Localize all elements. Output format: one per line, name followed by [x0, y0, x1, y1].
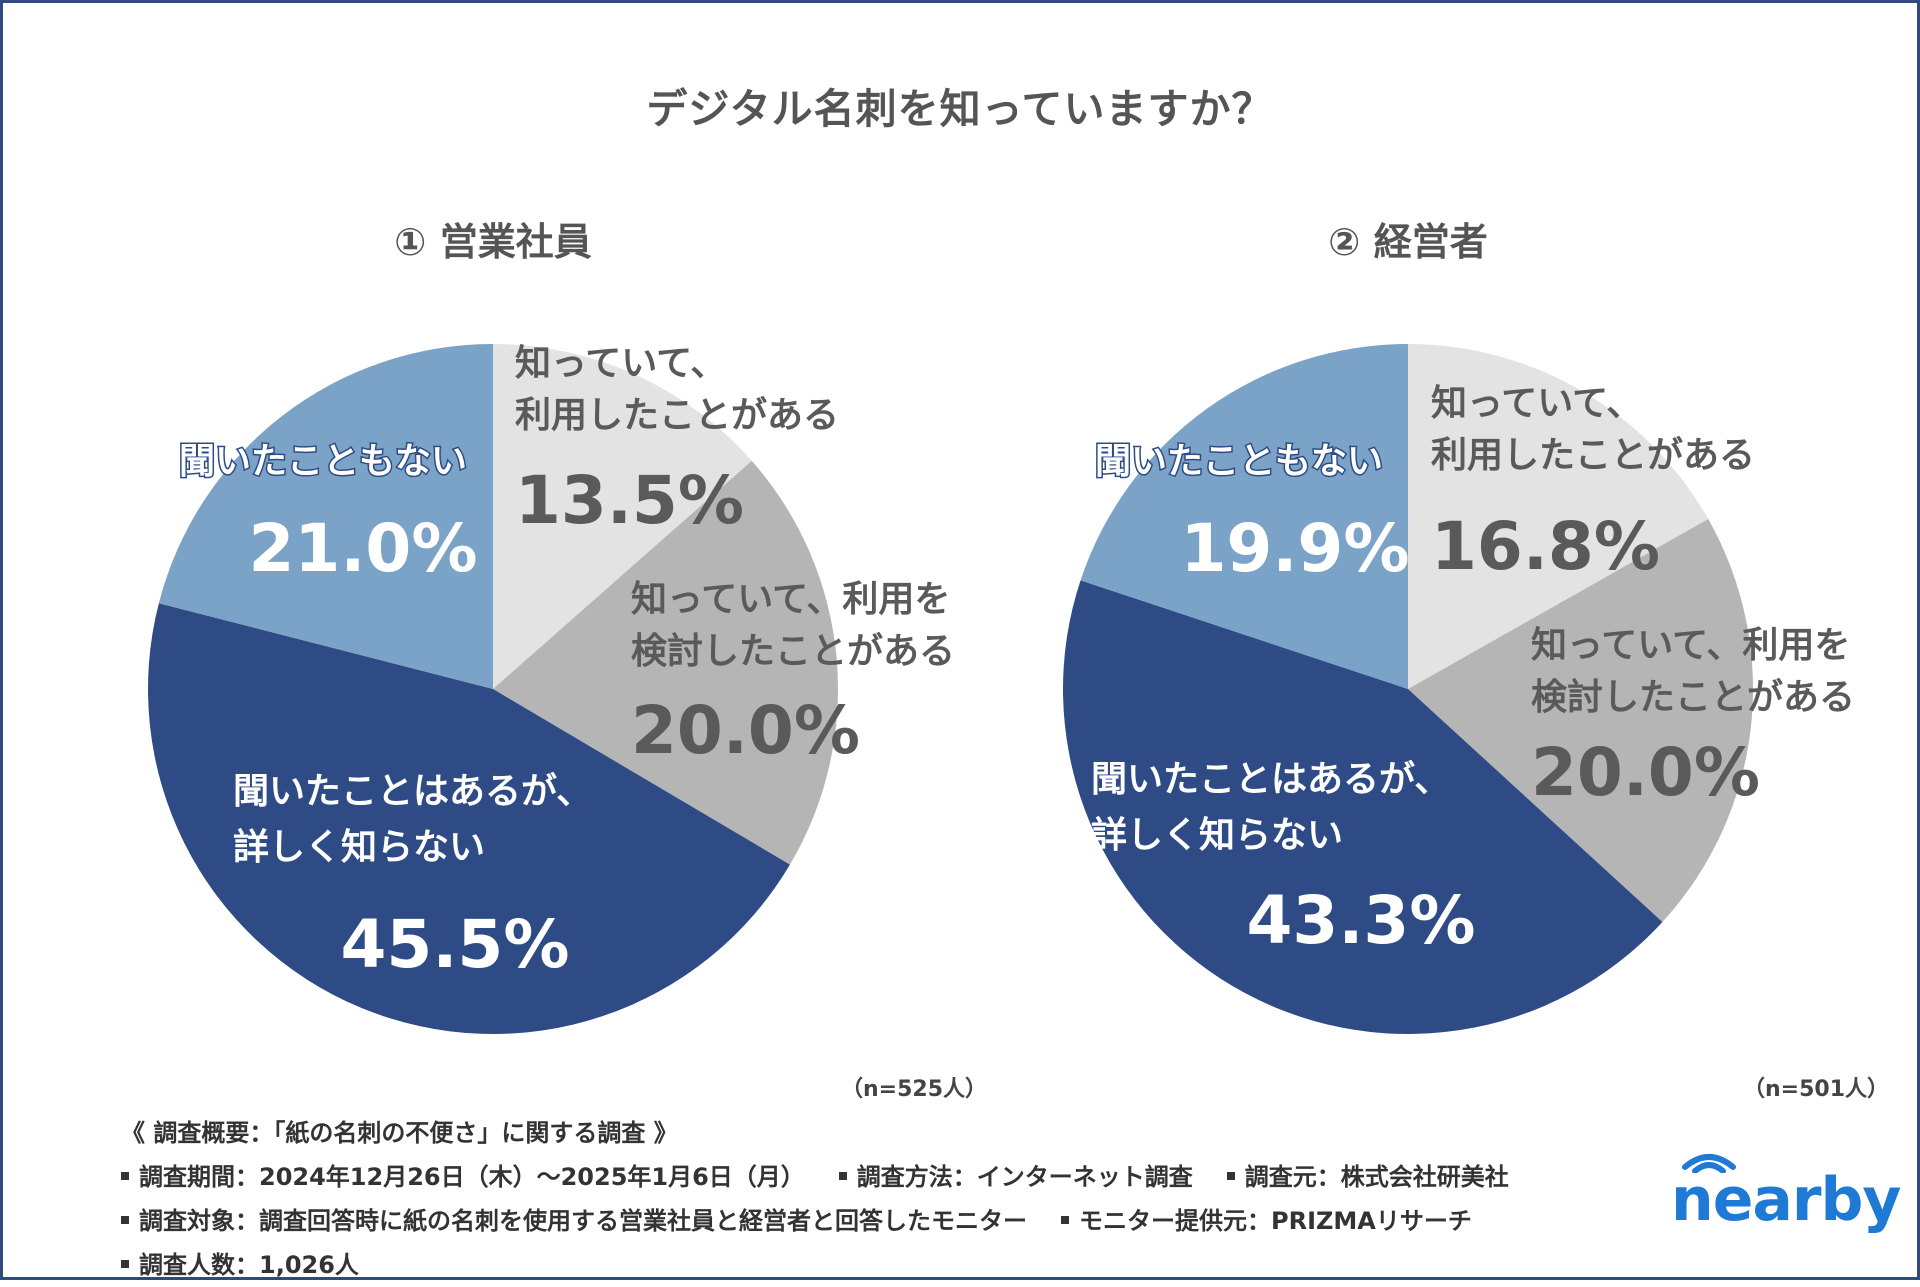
- slice-label-1-1: 利用したことがある: [515, 395, 839, 436]
- chart-main-title: デジタル名刺を知っていますか？: [646, 85, 1274, 133]
- pie-slice-2-1: [1408, 344, 1709, 689]
- slice-label-2-1: 知っていて、: [1431, 383, 1642, 424]
- bullet-icon: [121, 1216, 129, 1224]
- survey-row-3: 調査人数：1,026人: [121, 1243, 1509, 1287]
- bullet-icon: [838, 1172, 847, 1180]
- bullet-icon: [121, 1172, 129, 1180]
- bullet-icon: [1061, 1216, 1069, 1224]
- slice-value-2-2: 20.0%: [1531, 734, 1760, 811]
- slice-value-1-1: 13.5%: [515, 462, 744, 539]
- pie-slice-2-2: [1408, 519, 1753, 922]
- pie-slice-1-1: [493, 344, 752, 689]
- survey-row-2: 調査対象：調査回答時に紙の名刺を使用する営業社員と経営者と回答したモニター モニタ…: [121, 1199, 1509, 1243]
- slice-label-1-1: 知っていて、: [515, 343, 726, 384]
- slice-label-1-3: 聞いたことはあるが、: [233, 771, 592, 812]
- slice-value-2-4: 19.9%: [1181, 510, 1410, 587]
- survey-source: 調査元：株式会社研美社: [1244, 1163, 1509, 1191]
- survey-period: 調査期間：2024年12月26日（木）～2025年1月6日（月）: [139, 1163, 805, 1191]
- survey-summary: 《 調査概要：「紙の名刺の不便さ」に関する調査 》 調査期間：2024年12月2…: [121, 1111, 1509, 1287]
- slice-value-2-3: 43.3%: [1247, 882, 1476, 959]
- slice-label-1-2: 検討したことがある: [631, 631, 955, 672]
- slice-label-1-4: 聞いたこともない: [179, 441, 467, 482]
- pie-slice-2-4: [1080, 344, 1408, 689]
- pie-title-sales: ① 営業社員: [394, 220, 592, 264]
- nearby-logo: nearby: [1671, 1143, 1902, 1235]
- sample-size-executives: （n=501人）: [1743, 1077, 1890, 1102]
- survey-method: 調査方法：インターネット調査: [856, 1163, 1193, 1191]
- survey-heading: 《 調査概要：「紙の名刺の不便さ」に関する調査 》: [121, 1119, 678, 1147]
- pie-slice-2-3: [1063, 580, 1663, 1035]
- slice-label-2-4: 聞いたこともない: [1095, 441, 1383, 482]
- logo-text: nearby: [1671, 1165, 1902, 1235]
- slice-label-2-3: 聞いたことはあるが、: [1091, 759, 1450, 800]
- slice-label-2-1: 利用したことがある: [1431, 435, 1755, 476]
- slice-label-2-2: 知っていて、利用を: [1531, 625, 1850, 666]
- pie-slice-1-2: [493, 460, 838, 865]
- pie-slice-1-4: [158, 344, 493, 689]
- bullet-icon: [121, 1260, 129, 1268]
- survey-count: 調査人数：1,026人: [139, 1251, 359, 1279]
- slice-label-1-2: 知っていて、利用を: [631, 579, 950, 620]
- sample-size-sales: （n=525人）: [841, 1077, 988, 1102]
- slice-label-2-3: 詳しく知らない: [1091, 815, 1343, 856]
- pie-slice-1-3: [147, 603, 790, 1035]
- survey-provider: モニター提供元：PRIZMAリサーチ: [1079, 1207, 1472, 1235]
- slice-value-2-1: 16.8%: [1431, 508, 1660, 585]
- slice-label-1-3: 詳しく知らない: [233, 827, 485, 868]
- pie-title-executives: ② 経営者: [1328, 220, 1488, 264]
- slice-value-1-3: 45.5%: [341, 906, 570, 983]
- slice-value-1-2: 20.0%: [631, 692, 860, 769]
- slice-label-2-2: 検討したことがある: [1531, 677, 1855, 718]
- wifi-signal-icon: [1682, 1154, 1736, 1173]
- survey-row-1: 調査期間：2024年12月26日（木）～2025年1月6日（月） 調査方法：インタ…: [121, 1155, 1509, 1199]
- survey-target: 調査対象：調査回答時に紙の名刺を使用する営業社員と経営者と回答したモニター: [139, 1207, 1027, 1235]
- pie-charts: 知っていて、利用したことがある13.5%知っていて、利用を検討したことがある20…: [147, 343, 1855, 1035]
- slice-value-1-4: 21.0%: [249, 510, 478, 587]
- bullet-icon: [1226, 1172, 1235, 1180]
